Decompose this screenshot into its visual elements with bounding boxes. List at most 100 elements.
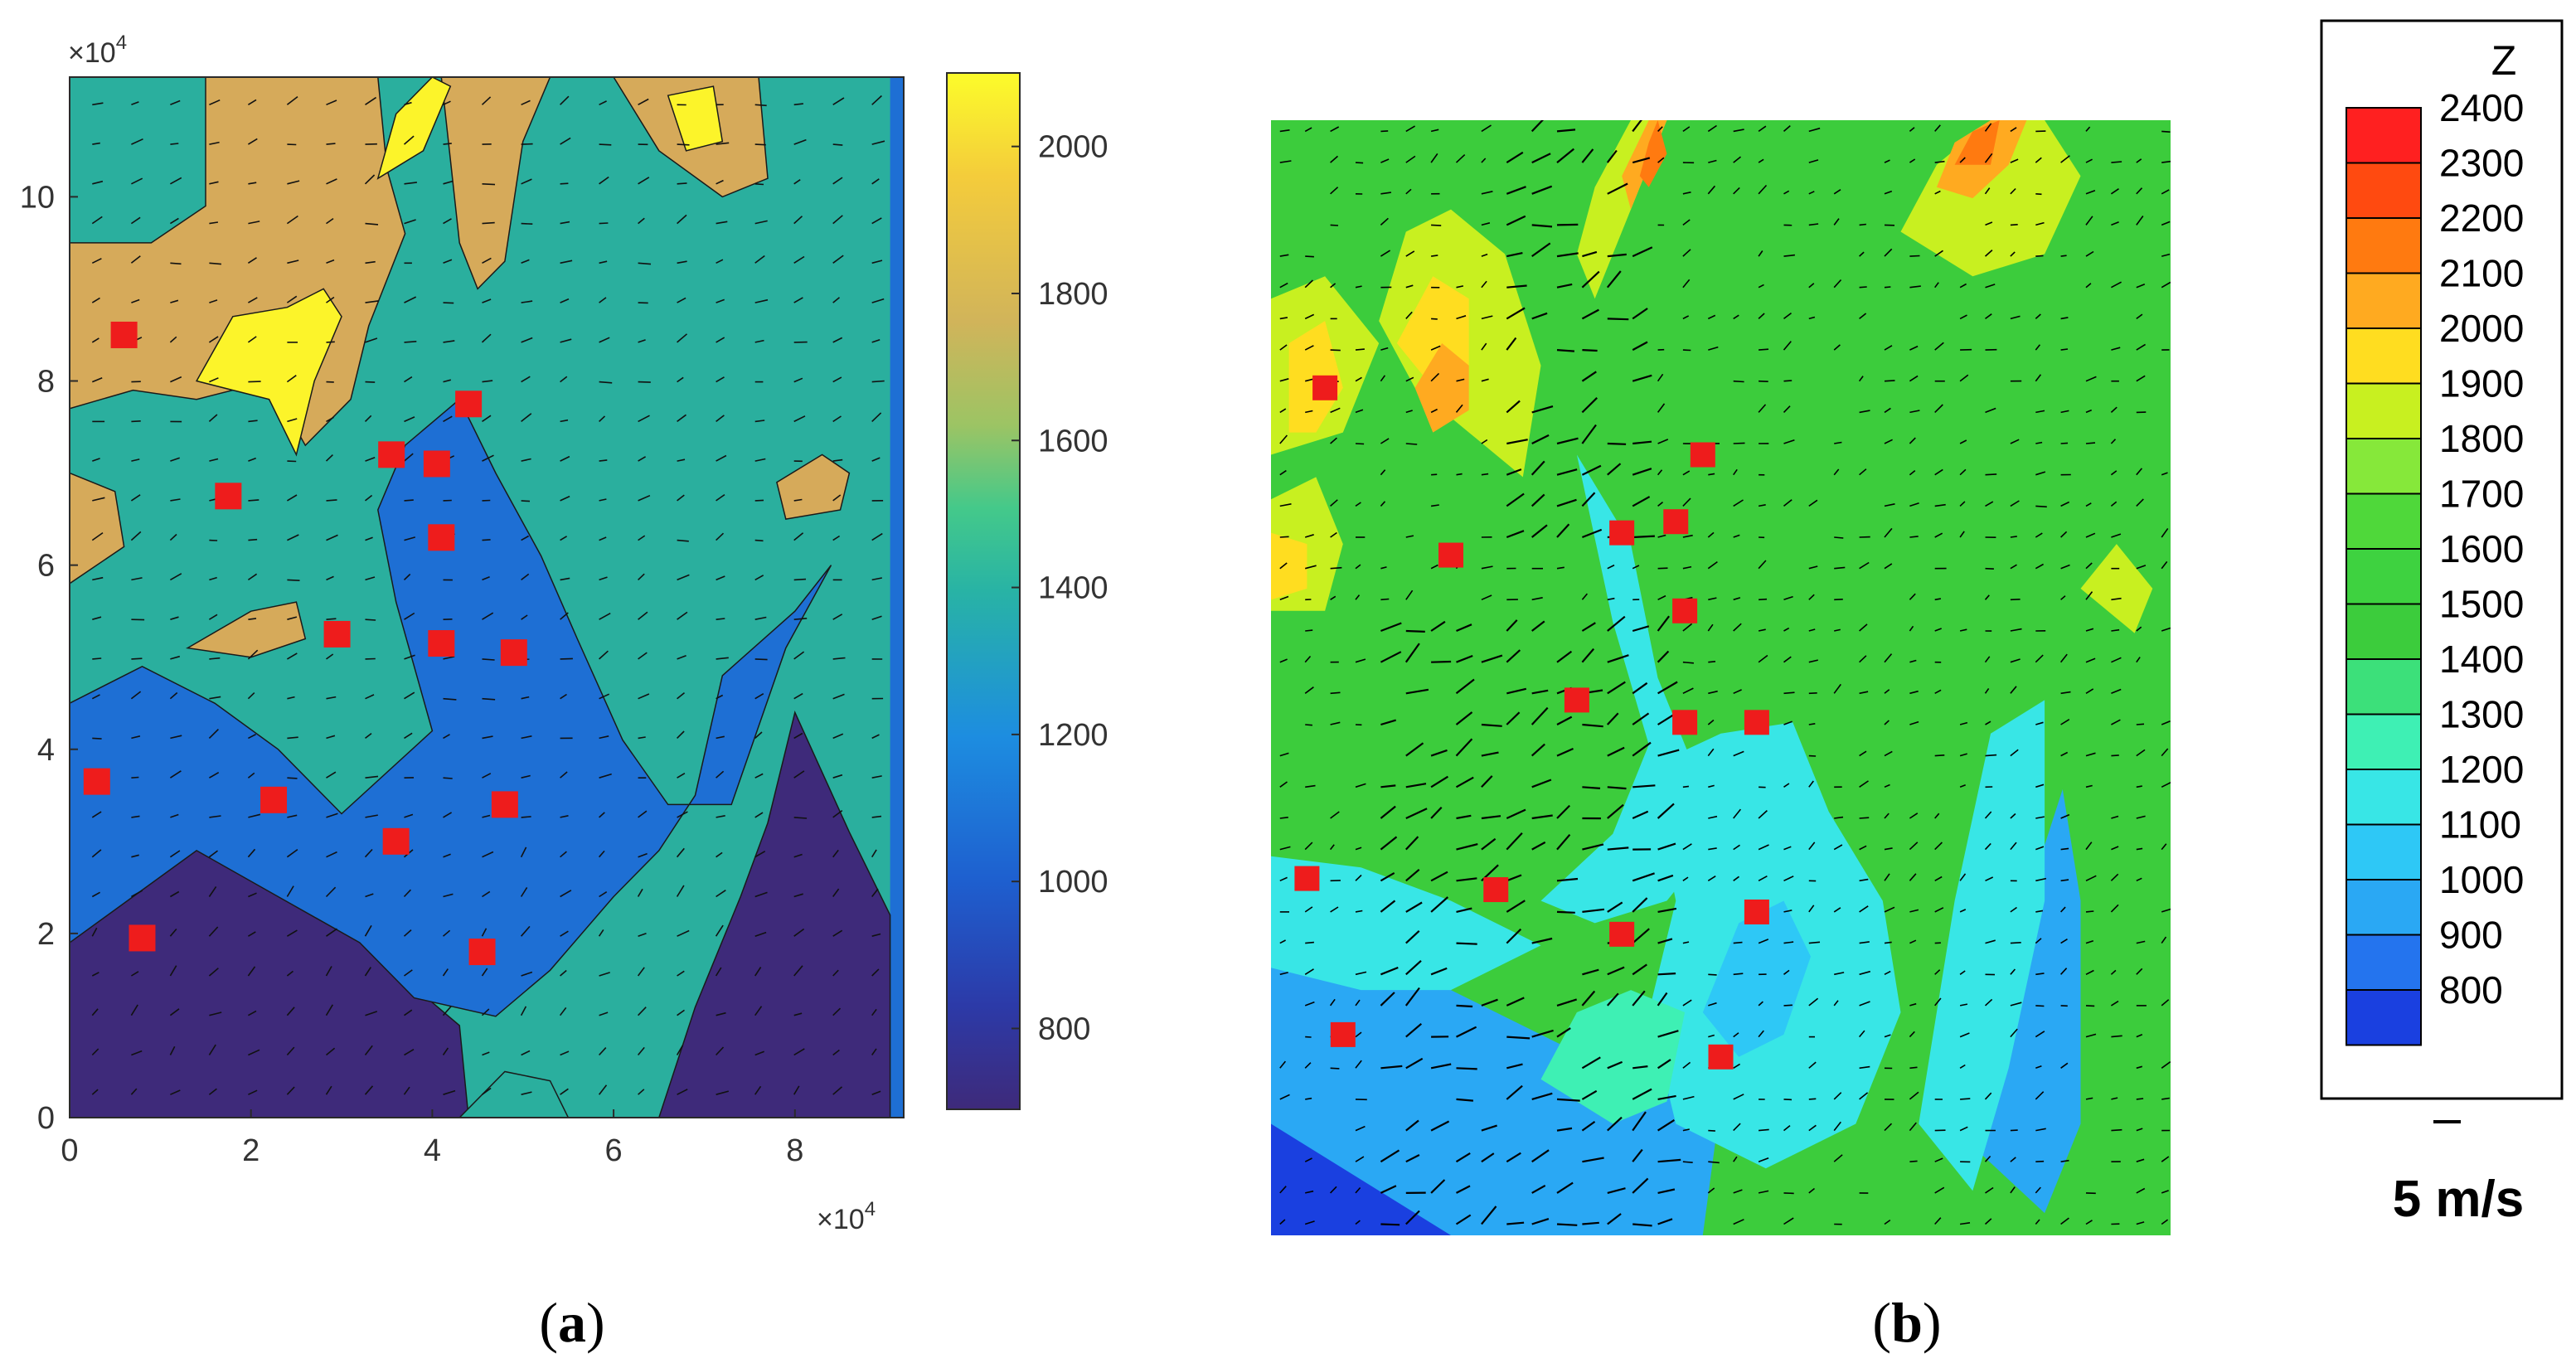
wind-vector: [2136, 877, 2142, 882]
wind-vector: [482, 735, 493, 740]
wind-vector: [1783, 720, 1793, 725]
wind-vector: [1707, 719, 1715, 725]
wind-vector: [1405, 155, 1416, 163]
wind-vector: [404, 499, 414, 502]
wind-vector: [1759, 348, 1769, 351]
wind-vector: [404, 732, 413, 740]
wind-vector: [1657, 1188, 1676, 1194]
wind-vector: [1959, 721, 1968, 725]
wind-vector: [1304, 1157, 1312, 1162]
wind-vector: [754, 575, 764, 581]
wind-vector: [1279, 846, 1291, 851]
wind-vector: [247, 257, 257, 264]
wind-vector: [1279, 752, 1289, 757]
wind-vector: [793, 853, 803, 858]
wind-vector: [676, 1045, 684, 1055]
wind-vector: [209, 221, 219, 225]
wind-vector: [1657, 681, 1678, 695]
wind-vector: [2085, 939, 2094, 944]
wind-vector: [92, 102, 104, 106]
wind-vector: [754, 255, 765, 264]
wind-vector: [793, 928, 805, 937]
wind-vector: [1531, 1218, 1550, 1225]
wind-vector: [482, 697, 496, 701]
wind-vector: [443, 100, 451, 106]
wind-vector: [1783, 254, 1795, 257]
wind-vector: [1607, 1213, 1622, 1225]
contour-region-1000: [1972, 789, 2081, 1214]
wind-vector: [1304, 1062, 1312, 1069]
wind-vector: [1531, 524, 1548, 538]
wind-vector: [2136, 1128, 2143, 1132]
wind-vector: [832, 458, 843, 462]
wind-vector: [404, 376, 413, 383]
wind-vector: [560, 851, 567, 858]
wind-vector: [1431, 224, 1442, 226]
wind-vector: [521, 735, 532, 740]
wind-vector: [1481, 837, 1497, 851]
wind-vector: [2035, 410, 2045, 414]
wind-vector: [326, 928, 337, 937]
wind-vector: [209, 377, 219, 383]
wind-vector: [521, 222, 533, 225]
wind-vector: [1909, 285, 1921, 289]
wind-vector: [871, 412, 882, 422]
wind-vector: [1758, 810, 1768, 819]
wind-vector: [1607, 615, 1626, 632]
wind-vector: [1304, 565, 1317, 570]
wind-vector: [2161, 472, 2168, 476]
station-marker: [1672, 598, 1698, 623]
wind-vector: [599, 576, 608, 581]
wind-vector: [1682, 623, 1693, 632]
wind-vector: [248, 182, 257, 185]
wind-vector: [1581, 464, 1602, 476]
wind-vector: [1430, 967, 1448, 976]
wind-vector: [2136, 158, 2142, 163]
wind-vector: [1657, 615, 1670, 632]
wind-vector: [1304, 968, 1314, 975]
wind-vector: [1481, 191, 1493, 195]
wind-vector: [1481, 473, 1489, 476]
wind-vector: [2136, 626, 2142, 632]
wind-vector: [1859, 561, 1870, 570]
wind-vector: [2136, 313, 2143, 320]
legend-swatch: [2346, 217, 2422, 274]
wind-vector: [325, 886, 337, 898]
wind-vector: [364, 848, 373, 858]
wind-vector: [1556, 252, 1579, 258]
wind-vector: [1531, 1092, 1553, 1100]
wind-vector: [832, 849, 839, 858]
wind-vector: [170, 99, 181, 106]
wind-vector: [2035, 721, 2044, 725]
wind-vector: [599, 972, 610, 977]
wind-vector: [248, 733, 256, 740]
wind-vector: [1581, 528, 1603, 539]
wind-vector: [1682, 687, 1694, 695]
wind-vector: [1355, 409, 1364, 414]
wind-vector: [1657, 594, 1666, 601]
wind-vector: [248, 381, 261, 383]
wind-vector: [443, 1089, 456, 1095]
wind-vector: [560, 338, 572, 343]
legend-swatch: [2346, 492, 2422, 550]
wind-vector: [443, 812, 453, 818]
wind-vector: [1632, 1223, 1652, 1227]
wind-vector: [1657, 874, 1674, 882]
wind-vector: [832, 969, 839, 977]
wind-vector: [1304, 345, 1314, 351]
legend-label: 1900: [2439, 362, 2524, 405]
wind-vector: [286, 970, 293, 977]
wind-vector: [2010, 842, 2017, 851]
wind-vector: [1581, 648, 1595, 663]
wind-vector: [1481, 253, 1488, 257]
wind-vector: [871, 380, 885, 383]
wind-vector: [131, 735, 141, 740]
wind-vector: [1657, 973, 1676, 976]
wind-vector: [1455, 711, 1473, 725]
contour-region-1700: [776, 454, 851, 520]
wind-vector: [2035, 1005, 2045, 1007]
wind-vector: [2110, 470, 2118, 476]
wind-vector: [404, 612, 415, 620]
wind-vector: [1859, 655, 1867, 663]
